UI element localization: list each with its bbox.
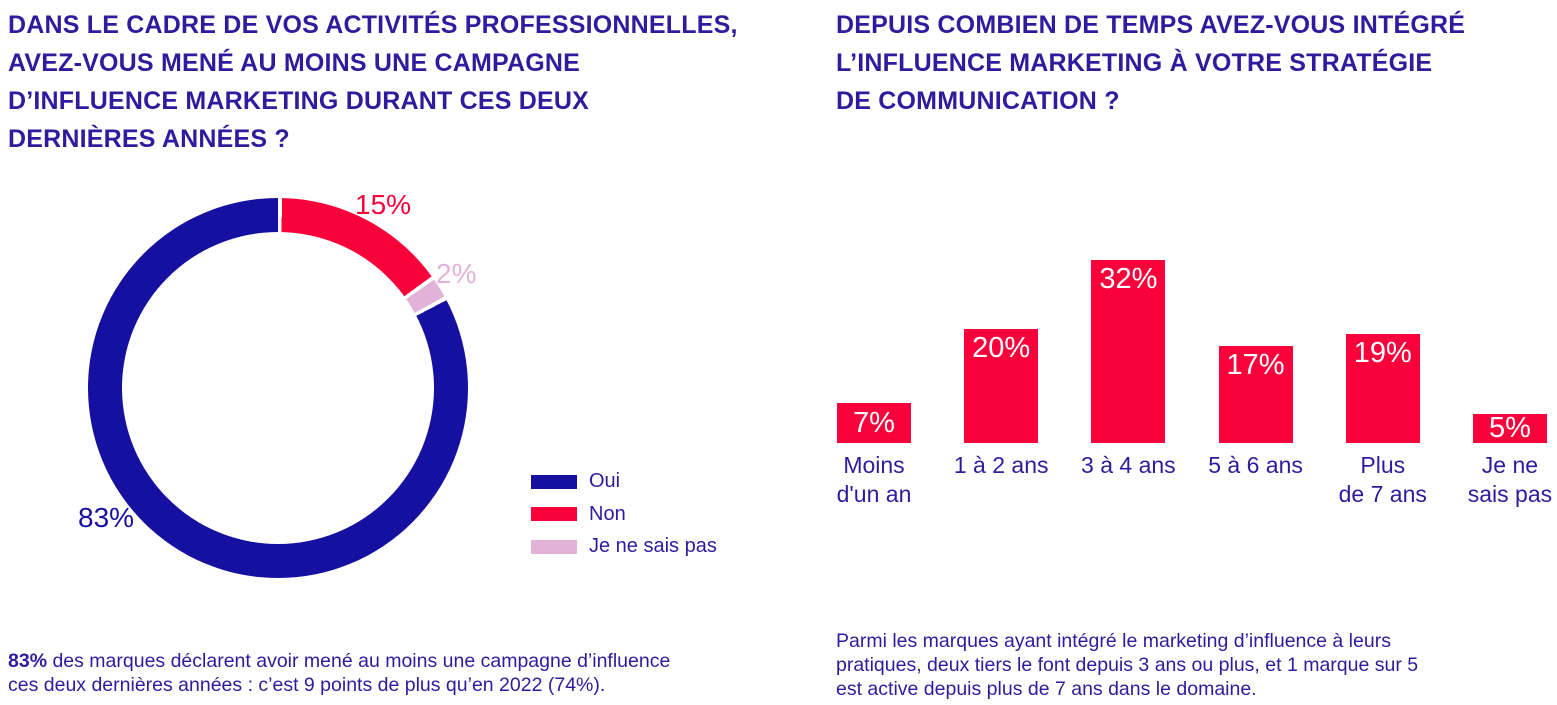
legend-row-oui: Oui (531, 470, 717, 492)
bar: 5% (1472, 412, 1547, 444)
bar-column: 20% 1 à 2 ans (954, 260, 1049, 478)
bar: 19% (1345, 334, 1420, 443)
right-question-title: DEPUIS COMBIEN DE TEMPS AVEZ-VOUS INTÉGR… (836, 11, 1466, 115)
bar-category-label: 1 à 2 ans (953, 452, 1049, 478)
bar-category-label: Je ne sais pas (1467, 452, 1553, 507)
right-caption: Parmi les marques ayant intégré le marke… (836, 630, 1419, 700)
donut-label-non: 15% (355, 189, 412, 220)
bar-value-label: 19% (1353, 337, 1412, 369)
bar-chart: 7% Moins d'un an 20% 1 à 2 ans 32% 3 à 4… (837, 260, 1552, 508)
left-caption-rest: des marques déclarent avoir mené au moin… (8, 650, 671, 696)
donut-label-je-ne-sais-pas: 2% (436, 258, 477, 289)
bar-column: 19% Plus de 7 ans (1339, 260, 1427, 507)
bar-column: 17% 5 à 6 ans (1208, 260, 1303, 478)
bar: 17% (1218, 346, 1293, 443)
left-caption-bold: 83% (8, 650, 48, 672)
bar-column: 5% Je ne sais pas (1468, 260, 1552, 508)
legend-label-je-ne-sais-pas: Je ne sais pas (589, 535, 717, 557)
legend-swatch-je-ne-sais-pas (531, 539, 577, 554)
bar: 32% (1091, 260, 1166, 443)
bar-value-label: 32% (1099, 263, 1158, 295)
bar-category-label: 5 à 6 ans (1208, 452, 1303, 478)
bar-category-label: Moins d'un an (836, 452, 912, 507)
donut-label-oui: 83% (78, 502, 135, 533)
left-question-title: DANS LE CADRE DE VOS ACTIVITÉS PROFESSIO… (8, 11, 738, 153)
bar-value-label: 5% (1488, 412, 1531, 444)
legend-swatch-oui (531, 474, 577, 489)
legend-row-je-ne-sais-pas: Je ne sais pas (531, 535, 717, 557)
bar-column: 32% 3 à 4 ans (1081, 260, 1176, 478)
legend-row-non: Non (531, 502, 717, 525)
bar-value-label: 20% (972, 332, 1031, 364)
legend-swatch-non (531, 507, 577, 521)
donut-hole (122, 232, 434, 544)
donut-chart: 15% 2% 83% (78, 191, 476, 578)
bar-column: 7% Moins d'un an (837, 260, 911, 507)
left-caption: 83% des marques déclarent avoir mené au … (8, 649, 808, 697)
legend-label-non: Non (589, 502, 626, 525)
legend-label-oui: Oui (589, 470, 621, 492)
bar-value-label: 17% (1226, 349, 1285, 381)
bar-value-label: 7% (853, 406, 895, 439)
bar-category-label: 3 à 4 ans (1081, 452, 1176, 478)
bar-category-label: Plus de 7 ans (1338, 452, 1427, 507)
donut-legend: Oui Non Je ne sais pas (531, 470, 717, 569)
bar: 20% (964, 329, 1039, 443)
bar: 7% (837, 403, 911, 443)
